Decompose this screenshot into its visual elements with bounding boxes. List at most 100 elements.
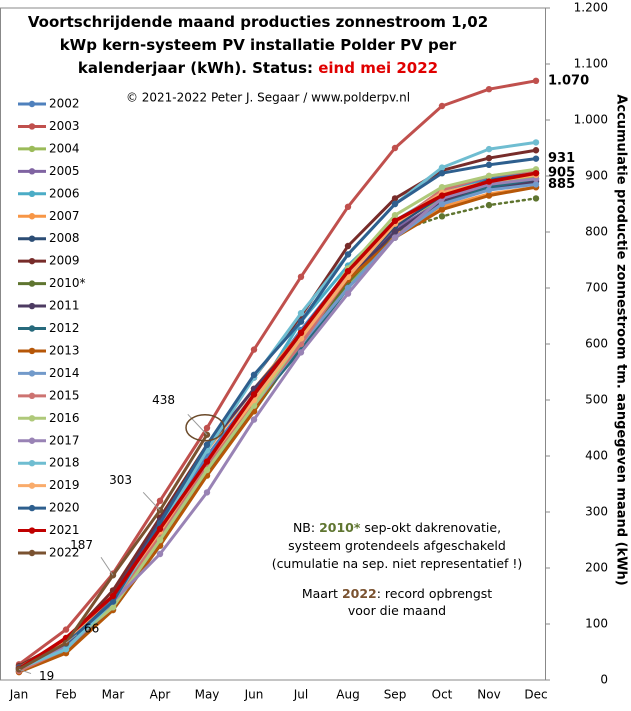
legend-marker <box>28 213 36 220</box>
point <box>438 206 446 213</box>
point <box>344 290 352 297</box>
legend-label: 2018 <box>49 456 80 470</box>
legend-marker <box>28 482 36 489</box>
point <box>532 170 540 177</box>
chart-title: Voortschrijdende maand producties zonnes… <box>28 13 488 31</box>
point <box>203 424 211 432</box>
point <box>109 604 117 611</box>
point <box>438 200 446 208</box>
legend-marker <box>28 190 36 197</box>
y-tick-label: 700 <box>585 281 608 295</box>
note-part: 2022 <box>342 586 377 601</box>
legend-marker <box>28 415 36 422</box>
legend-label: 2013 <box>49 343 80 357</box>
x-tick-label: Nov <box>477 688 500 702</box>
legend-label: 2002 <box>49 97 80 111</box>
legend-label: 2017 <box>49 433 80 447</box>
point <box>156 536 164 544</box>
y-tick-label: 300 <box>585 505 608 519</box>
point <box>203 466 211 474</box>
chart-title: kalenderjaar (kWh). Status: eind mei 202… <box>78 59 438 77</box>
legend-marker <box>28 392 36 400</box>
note: Maart 2022: record opbrengst <box>302 586 492 601</box>
y-tick-label: 0 <box>600 673 608 687</box>
end-label: 905 <box>548 166 575 181</box>
point <box>485 178 493 185</box>
legend-label: 2020 <box>49 501 80 515</box>
x-tick-label: Sep <box>384 688 407 702</box>
label-leader <box>18 668 32 675</box>
point <box>485 86 493 93</box>
legend-label: 2016 <box>49 411 80 425</box>
legend-marker <box>28 257 36 265</box>
note: NB: 2010* sep-okt dakrenovatie, <box>293 520 501 535</box>
y-tick-label: 500 <box>585 393 608 407</box>
legend-label: 2014 <box>49 366 80 380</box>
point <box>391 217 399 224</box>
plot-frame <box>0 7 546 681</box>
legend-marker <box>28 123 36 130</box>
point <box>532 181 540 188</box>
point <box>485 154 493 162</box>
point <box>203 489 211 496</box>
point <box>485 192 493 199</box>
legend-marker <box>28 145 36 153</box>
point <box>438 164 446 171</box>
legend-label: 2021 <box>49 523 80 537</box>
point <box>344 268 352 275</box>
note-part: Maart <box>302 586 342 601</box>
data-label: 438 <box>152 393 175 407</box>
point <box>297 318 305 325</box>
point <box>532 147 540 154</box>
series-line <box>18 171 537 671</box>
point <box>532 77 540 85</box>
label-leader <box>142 491 161 511</box>
point <box>297 273 305 280</box>
data-label: 66 <box>84 622 99 636</box>
data-label: 19 <box>39 669 54 683</box>
point <box>391 212 399 219</box>
point <box>250 371 258 378</box>
end-label: 885 <box>548 177 575 192</box>
legend-label: 2003 <box>49 119 80 133</box>
point <box>344 242 352 250</box>
y-tick-label: 1.000 <box>574 113 608 127</box>
chart-title: kWp kern-systeem PV installatie Polder P… <box>60 36 457 54</box>
legend-marker <box>28 527 36 534</box>
note-part: voor die maand <box>348 603 446 618</box>
series-line <box>18 167 537 670</box>
title-line: Voortschrijdende maand producties zonnes… <box>28 13 488 31</box>
x-tick-label: Jul <box>293 688 308 702</box>
point <box>391 200 399 208</box>
point <box>344 203 352 210</box>
x-tick-label: Jun <box>244 688 264 702</box>
point <box>297 329 305 336</box>
point <box>156 497 164 504</box>
series-line <box>18 79 537 666</box>
series-line <box>18 157 537 670</box>
point <box>250 416 258 423</box>
point <box>391 195 399 202</box>
legend-label: 2011 <box>49 299 80 313</box>
point <box>203 441 211 448</box>
legend-label: 2004 <box>49 141 80 155</box>
point <box>532 139 540 146</box>
legend-marker <box>28 460 36 467</box>
note-part: sep-okt dakrenovatie, <box>360 520 501 535</box>
point <box>485 172 493 180</box>
x-tick-label: Mar <box>102 688 125 702</box>
point <box>156 550 164 558</box>
label-leader <box>187 413 208 436</box>
x-tick-label: Apr <box>150 688 171 702</box>
legend-marker <box>28 100 36 108</box>
point <box>485 161 493 168</box>
note-part: (cumulatie na sep. niet representatief !… <box>272 556 523 571</box>
legend-label: 2012 <box>49 321 80 335</box>
x-tick-label: May <box>195 688 220 702</box>
note-part: 2010* <box>319 520 361 535</box>
y-tick-label: 600 <box>585 337 608 351</box>
point <box>109 598 117 605</box>
legend-marker <box>28 370 36 377</box>
point <box>438 170 446 177</box>
end-label: 931 <box>548 151 575 166</box>
